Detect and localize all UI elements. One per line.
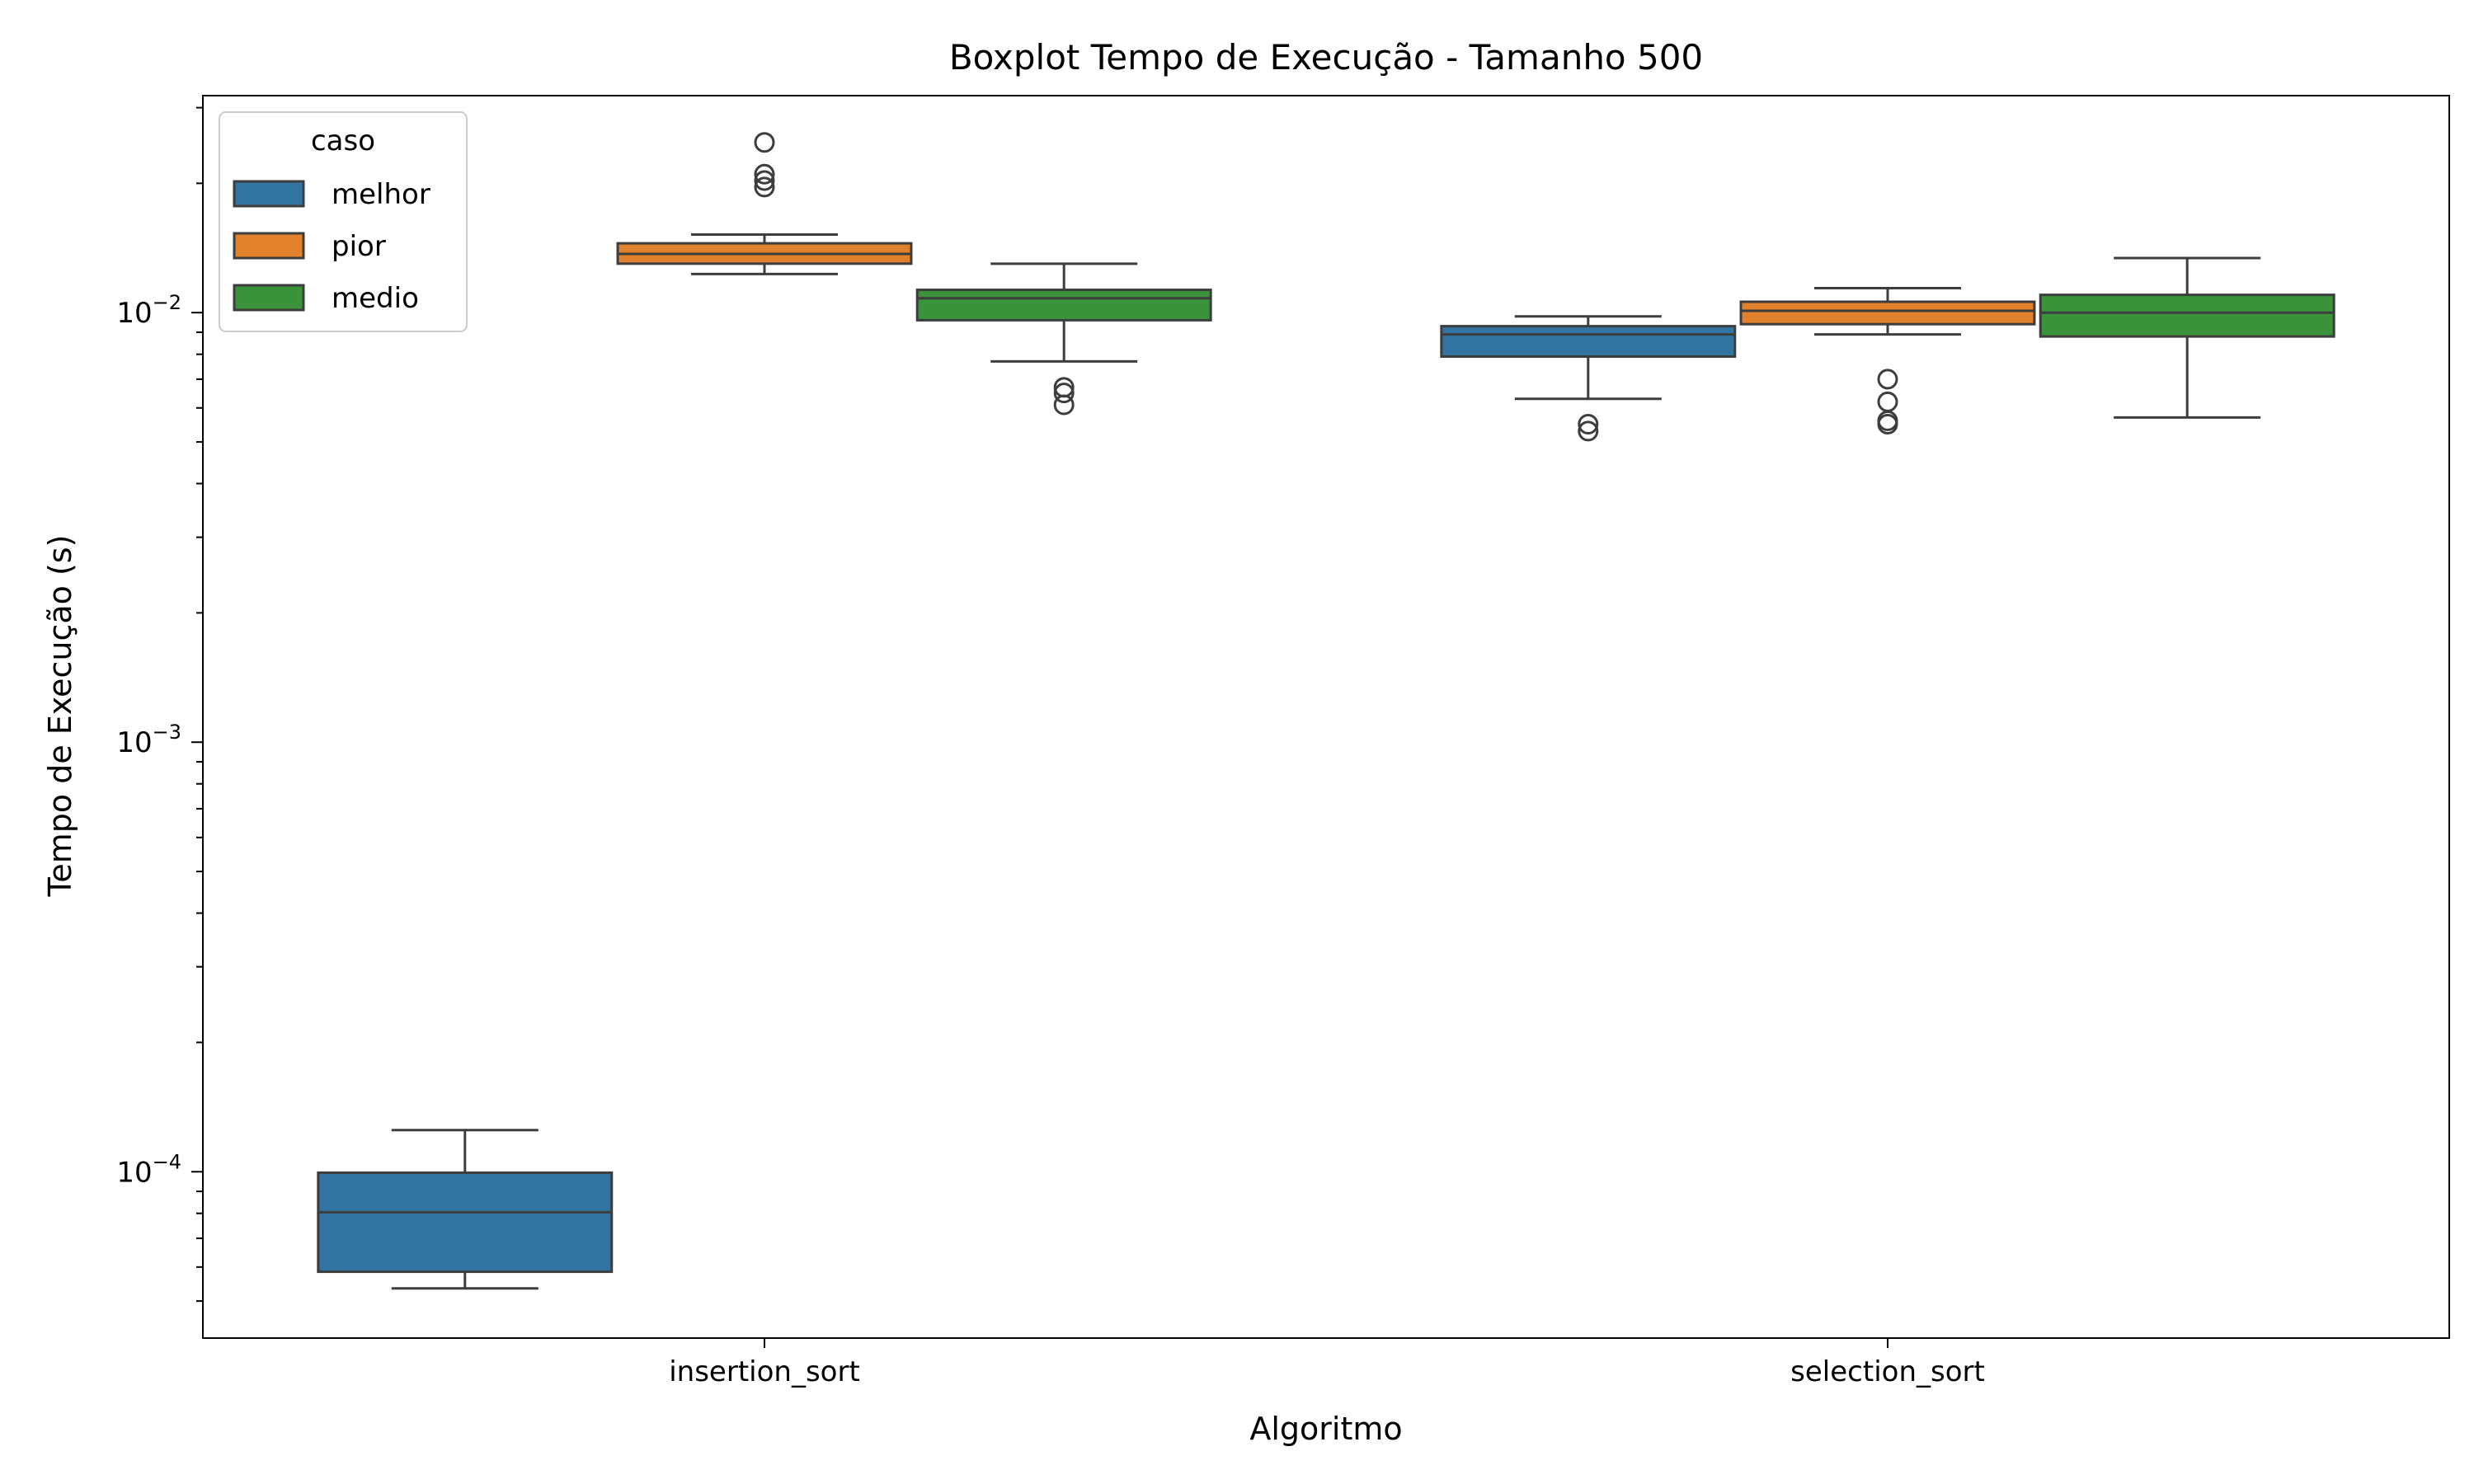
- box-body: [2039, 294, 2335, 338]
- outlier-point: [754, 170, 775, 191]
- y-axis-label: Tempo de Execução (s): [42, 535, 78, 898]
- box-pior-insertion_sort: [616, 132, 913, 275]
- outlier-point: [754, 163, 775, 185]
- axes: insertion_sort selection_sort 10−4 10−3 10−2: [116, 106, 1985, 1388]
- legend-swatch-pior: [233, 232, 305, 260]
- legend-swatch-medio: [233, 284, 305, 312]
- y-tick-label: 10−4: [116, 1150, 181, 1189]
- box-melhor-selection_sort: [1440, 315, 1737, 442]
- box-body: [915, 289, 1212, 322]
- legend: caso melhor pior medio: [219, 111, 468, 332]
- box-body: [1739, 300, 2036, 326]
- legend-label-pior: pior: [332, 230, 386, 263]
- x-axis-label: Algoritmo: [1249, 1411, 1402, 1447]
- chart-title: Boxplot Tempo de Execução - Tamanho 500: [949, 37, 1703, 77]
- outlier-point: [1053, 377, 1075, 398]
- outlier-point: [1053, 383, 1075, 404]
- legend-frame: [219, 111, 468, 332]
- legend-title: caso: [311, 124, 375, 157]
- box-medio-insertion_sort: [915, 262, 1212, 416]
- outlier-point: [1578, 420, 1599, 442]
- box-pior-selection_sort: [1739, 287, 2036, 434]
- x-tick-label: selection_sort: [1790, 1355, 1985, 1388]
- outlier-point: [754, 176, 775, 198]
- plot-area: [317, 132, 2335, 1290]
- x-tick-label: insertion_sort: [669, 1355, 860, 1388]
- box-medio-selection_sort: [2039, 256, 2335, 419]
- y-tick-label: 10−3: [116, 721, 181, 759]
- outlier-point: [1578, 413, 1599, 434]
- y-tick-label: 10−2: [116, 291, 181, 330]
- box-body: [1440, 325, 1737, 359]
- outlier-point: [1877, 369, 1898, 390]
- outlier-point: [754, 132, 775, 153]
- legend-label-melhor: melhor: [332, 178, 430, 211]
- box-melhor-insertion_sort: [317, 1129, 614, 1290]
- axes-frame: [202, 95, 2450, 1339]
- legend-swatch-melhor: [233, 180, 305, 208]
- box-body: [317, 1171, 614, 1274]
- outlier-point: [1877, 391, 1898, 412]
- legend-label-medio: medio: [332, 282, 419, 315]
